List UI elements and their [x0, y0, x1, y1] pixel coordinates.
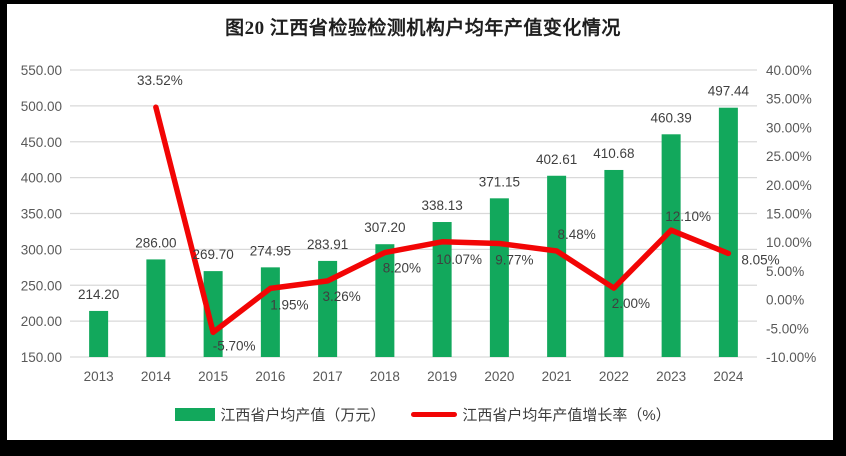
- bar: [718, 107, 738, 358]
- bar: [146, 259, 166, 357]
- y-axis-left-tick-label: 350.00: [21, 207, 62, 222]
- bar: [318, 260, 338, 357]
- bar: [89, 310, 109, 357]
- x-axis-tick-label: 2021: [542, 369, 572, 384]
- y-axis-right-tick-label: -10.00%: [766, 350, 816, 365]
- x-axis-tick-label: 2018: [370, 369, 400, 384]
- y-axis-right-tick-label: 35.00%: [766, 92, 812, 107]
- line-value-label: 8.05%: [741, 252, 779, 267]
- x-axis-tick-label: 2019: [427, 369, 457, 384]
- y-axis-left-tick-label: 450.00: [21, 135, 62, 150]
- bar-value-label: 274.95: [250, 243, 291, 258]
- y-axis-right-tick-label: 5.00%: [766, 264, 804, 279]
- y-axis-right-tick-label: 15.00%: [766, 207, 812, 222]
- y-axis-right-tick-label: 10.00%: [766, 235, 812, 250]
- line-value-label: 10.07%: [436, 252, 482, 267]
- line-value-label: 8.20%: [383, 261, 421, 276]
- bar-value-label: 214.20: [78, 287, 119, 302]
- bar: [203, 271, 223, 357]
- y-axis-left-tick-label: 300.00: [21, 242, 62, 257]
- x-axis-tick-label: 2024: [713, 369, 744, 384]
- bar-series-swatch: [175, 408, 216, 421]
- bar-value-label: 307.20: [364, 220, 405, 235]
- legend-label-bar-series: 江西省户均产值（万元）: [220, 407, 386, 424]
- legend: 江西省户均产值（万元） 江西省户均年产值增长率（%）: [0, 404, 846, 425]
- y-axis-left-tick-label: 150.00: [21, 350, 62, 365]
- y-axis-right-tick-label: -5.00%: [766, 321, 809, 336]
- line-series-swatch: [411, 412, 458, 417]
- bar-value-label: 460.39: [650, 110, 691, 125]
- chart-canvas: [7, 4, 833, 440]
- y-axis-right-tick-label: 20.00%: [766, 178, 812, 193]
- x-axis-tick-label: 2015: [198, 369, 228, 384]
- bar-value-label: 269.70: [192, 247, 233, 262]
- bar-value-label: 410.68: [593, 146, 634, 161]
- bar-value-label: 402.61: [536, 152, 577, 167]
- y-axis-left-tick-label: 400.00: [21, 171, 62, 186]
- line-value-label: 33.52%: [137, 73, 183, 88]
- bar-value-label: 286.00: [135, 235, 176, 250]
- bar: [489, 198, 509, 357]
- y-axis-left-tick-label: 250.00: [21, 278, 62, 293]
- bar-value-label: 338.13: [421, 198, 462, 213]
- bar: [547, 175, 567, 357]
- y-axis-right-tick-label: 30.00%: [766, 120, 812, 135]
- y-axis-right-tick-label: 40.00%: [766, 63, 812, 78]
- bar: [604, 169, 624, 357]
- y-axis-left-tick-label: 500.00: [21, 99, 62, 114]
- line-value-label: 8.48%: [557, 227, 595, 242]
- x-axis-tick-label: 2017: [313, 369, 343, 384]
- x-axis-tick-label: 2016: [255, 369, 285, 384]
- legend-item-bar-series: 江西省户均产值（万元）: [175, 404, 385, 425]
- line-value-label: 12.10%: [665, 209, 711, 224]
- line-value-label: 9.77%: [495, 253, 533, 268]
- y-axis-right-tick-label: 0.00%: [766, 293, 804, 308]
- line-value-label: 1.95%: [270, 297, 308, 312]
- line-value-label: 3.26%: [322, 289, 360, 304]
- growth-rate-line: [153, 104, 732, 336]
- chart-title: 图20 江西省检验检测机构户均年产值变化情况: [225, 18, 621, 39]
- x-axis-tick-label: 2013: [84, 369, 114, 384]
- bar-value-label: 371.15: [479, 174, 520, 189]
- y-axis-left-tick-label: 550.00: [21, 63, 62, 78]
- x-axis-tick-label: 2020: [484, 369, 514, 384]
- bar: [375, 244, 395, 357]
- legend-item-line-series: 江西省户均年产值增长率（%）: [411, 404, 671, 425]
- bar: [432, 222, 452, 357]
- line-value-label: 2.00%: [612, 296, 650, 311]
- y-axis-left-tick-label: 200.00: [21, 314, 62, 329]
- bar-value-label: 283.91: [307, 237, 348, 252]
- legend-label-line-series: 江西省户均年产值增长率（%）: [462, 407, 671, 424]
- bar: [661, 134, 681, 357]
- x-axis-tick-label: 2022: [599, 369, 629, 384]
- y-axis-right-tick-label: 25.00%: [766, 149, 812, 164]
- x-axis-tick-label: 2023: [656, 369, 686, 384]
- x-axis-tick-label: 2014: [141, 369, 172, 384]
- bar-value-label: 497.44: [708, 84, 750, 99]
- line-value-label: -5.70%: [213, 338, 256, 353]
